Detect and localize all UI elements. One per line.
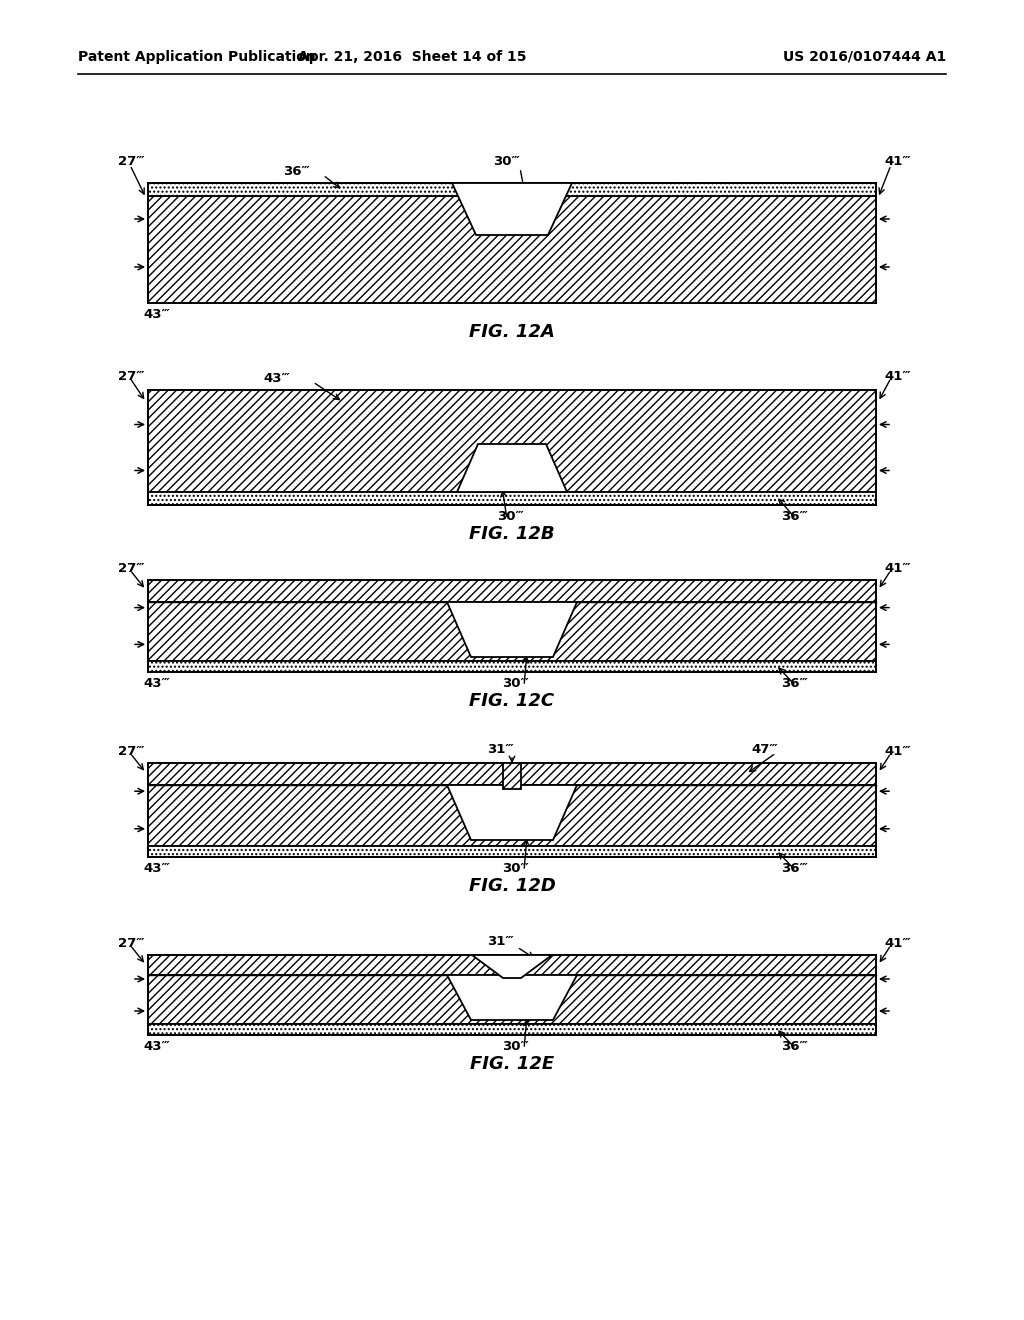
Text: FIG. 12D: FIG. 12D — [469, 876, 555, 895]
Bar — [148, 975, 876, 1024]
Text: 43‴: 43‴ — [143, 1040, 170, 1053]
Bar — [148, 602, 876, 661]
Bar — [148, 1024, 876, 1035]
Bar — [148, 763, 876, 785]
Text: 36‴: 36‴ — [781, 677, 808, 690]
Bar — [148, 579, 876, 602]
Text: 43‴: 43‴ — [143, 677, 170, 690]
Text: FIG. 12B: FIG. 12B — [469, 525, 555, 543]
Polygon shape — [447, 785, 577, 840]
Text: 31‴: 31‴ — [486, 935, 513, 948]
Bar — [148, 492, 876, 506]
Text: 30‴: 30‴ — [502, 677, 528, 690]
Text: Apr. 21, 2016  Sheet 14 of 15: Apr. 21, 2016 Sheet 14 of 15 — [298, 50, 526, 63]
Bar — [148, 183, 876, 195]
Bar — [148, 954, 876, 975]
Bar — [148, 389, 876, 492]
Bar — [148, 1024, 876, 1035]
Bar — [148, 579, 876, 602]
Text: 43‴: 43‴ — [263, 372, 290, 385]
Text: 41‴: 41‴ — [884, 154, 910, 168]
Text: 27‴: 27‴ — [118, 370, 144, 383]
Text: 30‴: 30‴ — [497, 510, 524, 523]
Polygon shape — [472, 954, 552, 978]
Text: FIG. 12C: FIG. 12C — [469, 692, 555, 710]
Polygon shape — [452, 183, 572, 235]
Text: 27‴: 27‴ — [118, 562, 144, 576]
Text: 43‴: 43‴ — [143, 862, 170, 875]
Text: FIG. 12A: FIG. 12A — [469, 323, 555, 341]
Text: 30‴: 30‴ — [502, 862, 528, 875]
Text: 36‴: 36‴ — [283, 165, 310, 178]
Text: 30‴: 30‴ — [502, 1040, 528, 1053]
Text: 41‴: 41‴ — [884, 744, 910, 758]
Bar — [148, 954, 876, 975]
Text: 36‴: 36‴ — [781, 862, 808, 875]
Polygon shape — [503, 763, 521, 789]
Bar — [148, 661, 876, 672]
Bar — [148, 785, 876, 846]
Text: 36‴: 36‴ — [781, 510, 808, 523]
Polygon shape — [457, 444, 567, 492]
Bar — [148, 763, 876, 785]
Text: 27‴: 27‴ — [118, 744, 144, 758]
Text: 41‴: 41‴ — [884, 937, 910, 950]
Text: 31‴: 31‴ — [486, 743, 513, 756]
Bar — [148, 846, 876, 857]
Text: Patent Application Publication: Patent Application Publication — [78, 50, 315, 63]
Bar — [148, 785, 876, 846]
Bar — [148, 183, 876, 195]
Text: 47‴: 47‴ — [751, 743, 778, 756]
Bar — [148, 195, 876, 304]
Polygon shape — [447, 602, 577, 657]
Text: 41‴: 41‴ — [884, 370, 910, 383]
Bar — [148, 195, 876, 304]
Text: 36‴: 36‴ — [781, 1040, 808, 1053]
Text: 43‴: 43‴ — [143, 308, 170, 321]
Text: US 2016/0107444 A1: US 2016/0107444 A1 — [782, 50, 946, 63]
Polygon shape — [447, 975, 577, 1020]
Bar — [148, 389, 876, 492]
Text: 27‴: 27‴ — [118, 937, 144, 950]
Bar — [148, 846, 876, 857]
Text: 41‴: 41‴ — [884, 562, 910, 576]
Bar — [148, 602, 876, 661]
Text: FIG. 12E: FIG. 12E — [470, 1055, 554, 1073]
Bar — [148, 975, 876, 1024]
Text: 30‴: 30‴ — [494, 154, 520, 168]
Text: 27‴: 27‴ — [118, 154, 144, 168]
Bar — [148, 661, 876, 672]
Bar — [148, 492, 876, 506]
